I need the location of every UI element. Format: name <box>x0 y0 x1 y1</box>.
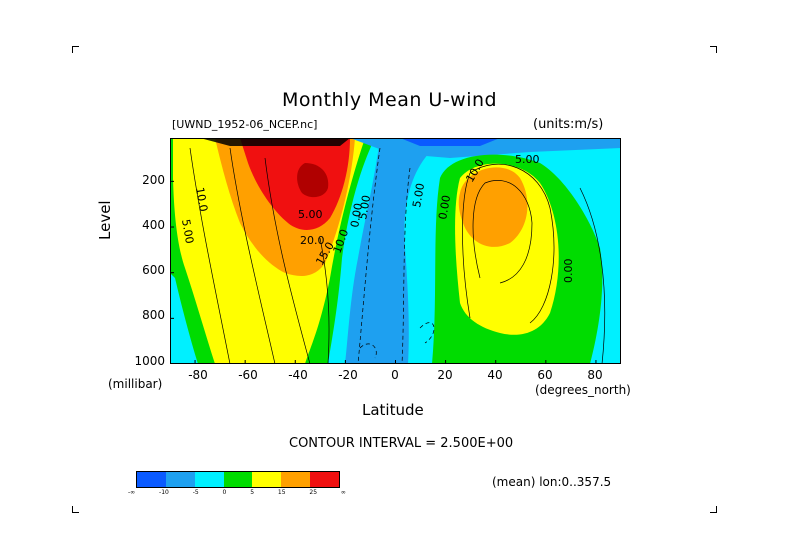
colorbar-tick-labels: -∞ -10 -5 0 5 15 25 ∞ <box>128 489 346 496</box>
y-tick-label: 200 <box>142 173 165 187</box>
colorbar-segment <box>165 472 195 487</box>
y-tick-label: 400 <box>142 218 165 232</box>
colorbar <box>136 471 340 488</box>
colorbar-tick-label: 25 <box>309 489 318 496</box>
contour-label: 20.0 <box>300 234 325 247</box>
y-axis-title: Level <box>96 200 114 240</box>
contour-interval: CONTOUR INTERVAL = 2.500E+00 <box>289 436 514 451</box>
x-tick-label: -20 <box>338 368 358 382</box>
band-darkred-core <box>297 163 329 198</box>
y-tick-label: 800 <box>142 308 165 322</box>
band-black-top <box>200 138 350 146</box>
colorbar-segment <box>137 472 166 487</box>
contour-label: 5.00 <box>298 208 323 221</box>
colorbar-segment <box>281 472 311 487</box>
x-tick-label: 20 <box>437 368 453 382</box>
footer-mean-info: (mean) lon:0..357.5 <box>492 475 612 489</box>
x-tick-label: -40 <box>288 368 308 382</box>
crop-mark-top-left <box>72 46 79 53</box>
colorbar-tick-label: 5 <box>250 489 255 496</box>
band-blue-equator <box>345 138 440 364</box>
colorbar-segment <box>310 472 340 487</box>
chart-title: Monthly Mean U-wind <box>282 89 498 111</box>
colorbar-tick-label: -∞ <box>128 489 136 496</box>
contour-label: 10.0 <box>193 186 210 212</box>
band-orange-north <box>458 167 528 247</box>
contour-lines-dashed <box>357 147 435 364</box>
x-tick-label: 0 <box>391 368 399 382</box>
contour-label: 0.00 <box>436 194 453 220</box>
y-tick-label: 1000 <box>134 354 165 368</box>
band-darkblue-top <box>400 138 500 146</box>
x-axis-units: (degrees_north) <box>535 383 631 397</box>
y-tick-label: 600 <box>142 263 165 277</box>
crop-mark-bottom-left <box>72 506 79 513</box>
units-label: (units:m/s) <box>533 117 604 132</box>
contour-label: 0.00 <box>562 259 575 284</box>
contour-value-labels: 10.0 5.00 20.0 15.0 10.0 5.00 0.00 5.00 … <box>179 153 575 283</box>
contour-label: 5.00 <box>356 194 373 220</box>
x-tick-label: 80 <box>587 368 603 382</box>
dataset-label: [UWND_1952-06_NCEP.nc] <box>172 118 318 131</box>
contour-label: 5.00 <box>410 182 427 208</box>
colorbar-tick-label: -5 <box>192 489 199 496</box>
x-tick-label: 60 <box>537 368 553 382</box>
band-red-south <box>240 138 350 230</box>
colorbar-segment <box>252 472 282 487</box>
contour-label: 0.00 <box>348 202 365 228</box>
x-tick-label: 40 <box>487 368 503 382</box>
contour-plot: 10.0 5.00 20.0 15.0 10.0 5.00 0.00 5.00 … <box>170 138 621 364</box>
colorbar-tick-label: ∞ <box>340 489 346 496</box>
contour-label: 5.00 <box>515 153 540 166</box>
colorbar-tick-label: 15 <box>277 489 286 496</box>
colorbar-segment <box>194 472 224 487</box>
tick-marks <box>170 180 597 364</box>
colorbar-tick-label: 0 <box>222 489 227 496</box>
x-tick-label: -80 <box>188 368 208 382</box>
colorbar-segment <box>223 472 253 487</box>
x-tick-label: -60 <box>238 368 258 382</box>
crop-mark-top-right <box>710 46 717 53</box>
crop-mark-bottom-right <box>710 506 717 513</box>
contour-lines <box>189 147 606 364</box>
y-axis-units: (millibar) <box>108 377 163 391</box>
colorbar-tick-label: -10 <box>159 489 169 496</box>
x-axis-title: Latitude <box>362 401 424 419</box>
contour-label: 5.00 <box>179 218 196 244</box>
